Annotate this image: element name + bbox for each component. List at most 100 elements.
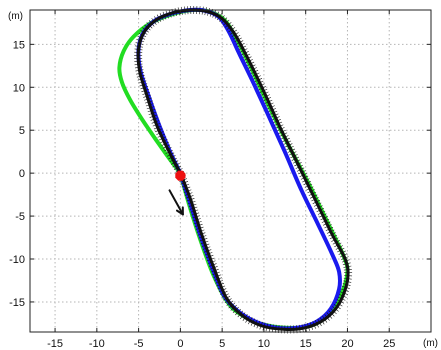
hatch-mark bbox=[158, 136, 167, 141]
hatch-mark bbox=[224, 22, 232, 28]
x-tick-label: 5 bbox=[219, 338, 225, 350]
y-tick-label: 5 bbox=[19, 125, 25, 137]
hatch-mark bbox=[233, 34, 241, 40]
hatch-mark bbox=[269, 110, 278, 115]
hatch-mark bbox=[331, 237, 339, 242]
hatch-mark bbox=[333, 303, 341, 310]
hatch-mark bbox=[148, 20, 155, 27]
hatch-mark bbox=[168, 155, 176, 160]
hatch-mark bbox=[211, 268, 219, 273]
trajectory-series bbox=[117, 5, 353, 334]
hatch-mark bbox=[278, 129, 286, 134]
x-tick-label: 15 bbox=[300, 338, 312, 350]
hatch-mark bbox=[144, 100, 153, 104]
hatch-mark bbox=[207, 260, 216, 264]
hatch-mark bbox=[301, 324, 304, 333]
y-tick-label: -15 bbox=[9, 297, 25, 309]
hatch-mark bbox=[189, 206, 198, 210]
hatch-mark bbox=[134, 45, 143, 48]
hatch-mark bbox=[253, 75, 261, 80]
hatch-mark bbox=[300, 175, 309, 180]
hatch-mark bbox=[201, 6, 204, 15]
hatch-mark bbox=[299, 172, 307, 177]
hatch-mark bbox=[304, 183, 313, 188]
hatch-mark bbox=[196, 229, 205, 233]
hatch-mark bbox=[181, 183, 190, 188]
hatch-mark bbox=[320, 216, 328, 221]
x-tick-label: 10 bbox=[258, 338, 270, 350]
hatch-mark bbox=[317, 210, 326, 215]
hatch-mark bbox=[136, 74, 145, 78]
hatch-mark bbox=[332, 240, 340, 245]
hatch-mark bbox=[307, 323, 310, 331]
x-tick-label: 0 bbox=[177, 338, 183, 350]
hatch-mark bbox=[290, 154, 298, 159]
hatch-mark bbox=[195, 226, 204, 230]
hatch-mark bbox=[197, 232, 206, 236]
hatch-mark bbox=[151, 18, 157, 25]
hatch-mark bbox=[275, 124, 284, 129]
hatch-mark bbox=[155, 128, 163, 133]
hatch-mark bbox=[330, 308, 337, 315]
hatch-mark bbox=[184, 6, 186, 15]
hatch-mark bbox=[231, 32, 239, 38]
arrow-head bbox=[176, 206, 184, 216]
hatch-mark bbox=[165, 10, 169, 19]
hatch-mark bbox=[245, 59, 253, 64]
hatch-mark bbox=[311, 197, 319, 202]
black-trajectory bbox=[136, 8, 350, 331]
hatch-mark bbox=[341, 256, 349, 260]
hatch-mark bbox=[263, 97, 272, 101]
black-trajectory-hatching bbox=[134, 5, 353, 334]
hatch-mark bbox=[237, 310, 244, 318]
y-tick-label: 10 bbox=[13, 82, 25, 94]
hatch-mark bbox=[214, 11, 220, 19]
hatch-mark bbox=[230, 304, 237, 311]
start-point-marker bbox=[175, 170, 186, 181]
hatch-mark bbox=[342, 262, 351, 266]
hatch-mark bbox=[141, 88, 150, 93]
hatch-mark bbox=[303, 181, 311, 186]
hatch-mark bbox=[271, 324, 274, 333]
hatch-mark bbox=[161, 141, 169, 146]
hatch-mark bbox=[188, 203, 197, 207]
hatch-mark bbox=[212, 10, 217, 18]
hatch-mark bbox=[150, 117, 159, 121]
hatch-mark bbox=[145, 103, 154, 107]
hatch-mark bbox=[313, 202, 322, 207]
hatch-mark bbox=[286, 145, 294, 151]
hatch-mark bbox=[162, 11, 167, 20]
hatch-mark bbox=[160, 139, 168, 144]
hatch-mark bbox=[288, 151, 297, 156]
hatch-mark bbox=[199, 238, 208, 242]
hatch-mark bbox=[146, 106, 155, 110]
hatch-mark bbox=[204, 7, 207, 16]
hatch-mark bbox=[328, 310, 335, 317]
hatch-mark bbox=[223, 19, 230, 26]
hatch-mark bbox=[147, 109, 156, 113]
hatch-mark bbox=[339, 294, 347, 298]
hatch-mark bbox=[245, 315, 251, 323]
hatch-mark bbox=[175, 168, 183, 173]
hatch-mark bbox=[332, 306, 339, 312]
plot-frame bbox=[29, 9, 432, 333]
hatch-mark bbox=[222, 295, 231, 301]
hatch-mark bbox=[173, 165, 182, 171]
hatch-mark bbox=[192, 215, 201, 219]
hatch-mark bbox=[154, 16, 159, 24]
hatch-mark bbox=[335, 301, 343, 307]
hatch-mark bbox=[273, 119, 281, 123]
hatch-mark bbox=[143, 94, 152, 98]
hatch-mark bbox=[258, 86, 267, 91]
hatch-mark bbox=[321, 218, 330, 223]
green-trajectory bbox=[117, 7, 350, 330]
hatch-mark bbox=[226, 300, 234, 306]
hatch-mark bbox=[135, 69, 144, 72]
hatch-mark bbox=[250, 318, 255, 326]
hatch-mark bbox=[294, 162, 302, 167]
hatch-mark bbox=[152, 122, 161, 127]
hatch-mark bbox=[315, 205, 323, 210]
hatch-mark bbox=[138, 80, 147, 84]
hatch-mark bbox=[249, 67, 257, 72]
hatch-mark bbox=[334, 242, 342, 248]
